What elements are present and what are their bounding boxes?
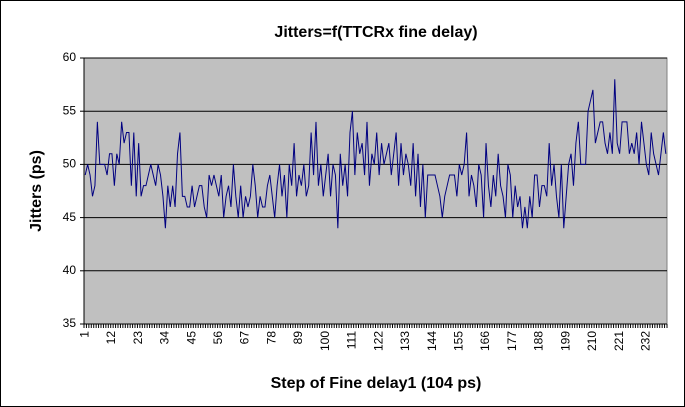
y-tick-label: 40 bbox=[63, 263, 77, 277]
x-tick-label: 1 bbox=[77, 331, 91, 338]
x-tick-label: 166 bbox=[478, 331, 492, 351]
x-tick-label: 12 bbox=[104, 331, 118, 345]
x-tick-label: 67 bbox=[238, 331, 252, 345]
x-tick-label: 232 bbox=[639, 331, 653, 351]
x-tick-label: 221 bbox=[612, 331, 626, 351]
x-tick-label: 45 bbox=[184, 331, 198, 345]
x-tick-label: 144 bbox=[425, 331, 439, 351]
y-axis-label: Jitters (ps) bbox=[28, 150, 45, 232]
x-tick-label: 78 bbox=[264, 331, 278, 345]
x-tick-label: 199 bbox=[558, 331, 572, 351]
y-tick-label: 35 bbox=[63, 316, 77, 330]
x-tick-label: 133 bbox=[398, 331, 412, 351]
x-tick-label: 56 bbox=[211, 331, 225, 345]
x-tick-label: 111 bbox=[345, 331, 359, 350]
data-line bbox=[84, 79, 667, 229]
x-tick-label: 188 bbox=[532, 331, 546, 351]
y-tick-label: 45 bbox=[63, 210, 77, 224]
x-tick-label: 100 bbox=[318, 331, 332, 351]
y-tick-label: 50 bbox=[63, 157, 77, 171]
x-tick-label: 122 bbox=[371, 331, 385, 351]
x-tick-label: 177 bbox=[505, 331, 519, 351]
x-axis-label: Step of Fine delay1 (104 ps) bbox=[271, 375, 482, 392]
x-tick-label: 23 bbox=[131, 331, 145, 345]
y-tick-label: 55 bbox=[63, 103, 77, 117]
plot-area bbox=[83, 57, 668, 325]
x-tick-label: 89 bbox=[291, 331, 305, 345]
x-tick-label: 210 bbox=[585, 331, 599, 351]
x-tick-label: 34 bbox=[158, 331, 172, 345]
x-tick-label: 155 bbox=[451, 331, 465, 351]
y-tick-label: 60 bbox=[63, 50, 77, 64]
chart-title: Jitters=f(TTCRx fine delay) bbox=[274, 24, 477, 41]
